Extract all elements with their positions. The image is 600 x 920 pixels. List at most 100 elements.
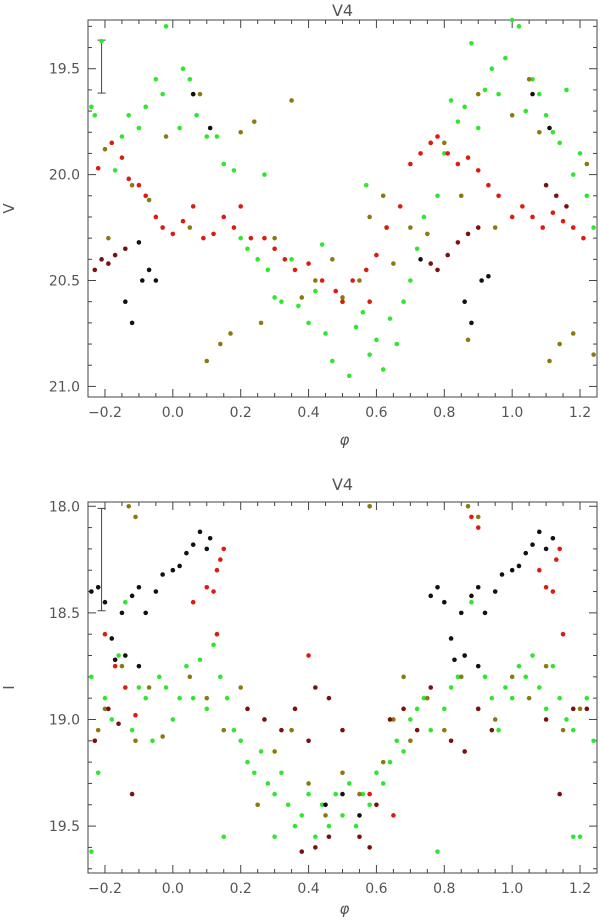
y-tick-label: 19.5 [49,819,80,835]
data-point-red [560,631,566,637]
data-point-green [323,331,328,336]
data-point-black [109,636,115,641]
data-point-olive [102,706,108,712]
x-tick-label: 0.4 [297,881,319,897]
data-point-green [537,91,542,97]
data-point-green [221,161,227,167]
data-point-olive [340,295,345,300]
x-axis-label: φ [340,431,350,449]
data-point-olive [526,77,532,82]
data-point-green [543,113,549,118]
data-point-green [272,295,277,300]
data-point-red [153,214,159,220]
data-point-red [190,204,196,209]
data-point-darkred [448,738,454,744]
data-point-olive [187,225,193,230]
x-tick-label: 0.6 [365,881,387,897]
data-point-darkred [340,727,345,733]
data-point-red [384,225,389,230]
data-point-darkred [584,706,590,712]
data-point-darkred [92,267,98,273]
data-point-red [374,252,379,258]
data-point-green [136,125,142,131]
data-point-olive [289,98,294,103]
data-point-red [112,663,118,669]
y-axis-label: I [0,685,18,689]
data-point-darkred [553,193,559,199]
data-point-red [204,584,210,590]
data-point-black [547,125,552,131]
data-point-darkred [313,845,318,850]
data-point-olive [408,225,413,230]
data-point-green [218,674,223,680]
data-point-darkred [465,231,471,237]
data-point-olive [442,140,447,146]
data-point-black [475,584,481,590]
data-point-red [445,151,450,156]
data-point-darkred [292,706,298,712]
data-point-red [218,557,223,562]
data-point-black [119,610,125,616]
data-point-red [231,225,237,230]
data-point-green [503,55,508,61]
x-tick-label: 0.2 [230,881,252,897]
data-point-green [367,352,372,357]
data-point-green [160,91,165,97]
data-point-green [123,599,128,605]
data-point-black [543,546,549,552]
data-point-green [245,759,250,765]
data-point-black [458,610,464,616]
data-point-green [353,823,359,829]
x-tick-label: −0.2 [88,881,122,897]
data-point-black [204,546,210,552]
y-tick-label: 18.5 [49,606,80,622]
data-point-black [129,593,135,599]
data-point-olive [146,197,152,203]
data-point-olive [255,802,260,808]
data-point-red [540,225,546,230]
data-point-green [143,695,148,701]
data-point-olive [258,320,264,326]
data-point-green [570,172,576,177]
data-point-black [469,593,474,599]
data-point-green [550,663,556,669]
data-point-olive [197,91,203,97]
data-point-green [306,791,311,797]
data-point-black [190,91,196,97]
data-point-red [123,685,128,690]
data-point-black [123,299,128,304]
data-point-black [469,320,474,326]
data-point-black [530,91,535,97]
data-point-olive [401,674,406,680]
data-point-red [201,235,206,241]
data-point-green [591,738,596,744]
data-point-black [448,636,454,641]
data-point-red [367,791,372,797]
data-point-green [469,599,474,605]
data-point-green [543,706,549,712]
data-point-green [448,98,454,103]
data-point-red [190,599,196,605]
data-point-darkred [543,182,549,188]
data-point-red [119,155,125,160]
data-point-darkred [455,240,461,245]
data-point-darkred [299,849,305,854]
data-point-green [187,77,193,82]
x-axis-label: φ [340,900,350,918]
data-point-green [184,663,189,669]
x-tick-label: 1.0 [501,881,523,897]
data-point-green [401,299,406,304]
data-point-darkred [123,246,128,252]
data-point-green [211,642,216,648]
data-point-green [380,781,386,786]
data-point-red [560,218,566,224]
data-point-green [109,717,115,722]
data-point-green [509,17,515,23]
x-tick-label: 0.8 [433,881,455,897]
data-point-green [112,168,118,173]
x-tick-label: 0.4 [297,405,319,421]
data-point-red [221,214,227,220]
data-point-darkred [387,717,393,722]
data-point-darkred [262,717,267,722]
data-point-green [292,823,298,829]
